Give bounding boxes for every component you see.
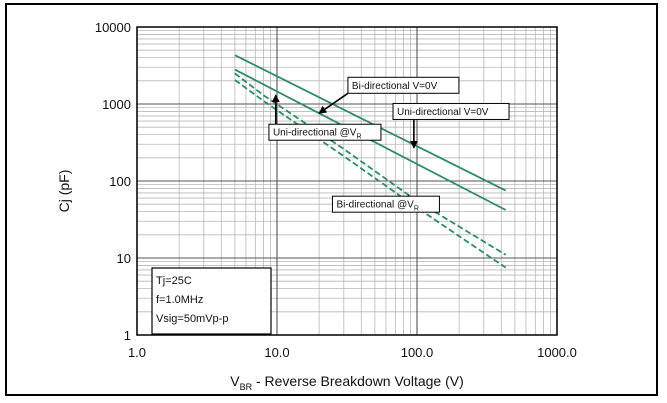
annotation-label-sub: R — [356, 134, 361, 141]
series-line-3 — [234, 72, 507, 256]
annotation-box — [268, 123, 382, 141]
x-axis-label: VBR - Reverse Breakdown Voltage (V) — [230, 373, 464, 392]
conditions-box-frame — [151, 267, 272, 335]
series-line-1 — [234, 54, 507, 192]
y-axis-label: Cj (pF) — [56, 170, 72, 213]
annotation-label: Bi-directional V=0V — [352, 81, 438, 92]
x-axis-label-rest: - Reverse Breakdown Voltage (V) — [252, 373, 464, 389]
y-tick-label: 1000 — [102, 97, 131, 112]
conditions-box: Tj=25C f=1.0MHz Vsig=50mVp-p — [151, 267, 272, 335]
annotation-box — [392, 102, 510, 120]
annotation-label-main: Uni-directional V=0V — [397, 107, 489, 118]
tick-labels: 1.0 10.0 100.0 1000.0 1 10 100 1000 10000 — [95, 20, 577, 360]
capacitance-chart: 1.0 10.0 100.0 1000.0 1 10 100 1000 10000 Bi-dir… — [56, 20, 577, 392]
x-tick-label: 1000.0 — [537, 345, 577, 360]
series-line-4 — [234, 79, 507, 269]
annotation-label-main: Bi-directional @V — [336, 200, 414, 211]
annotation-label-main: Uni-directional @V — [273, 128, 357, 139]
condition-freq: f=1.0MHz — [156, 294, 203, 306]
plot-border — [136, 26, 558, 336]
annotations: Bi-directional V=0V Uni-directional V=0V U… — [268, 76, 510, 213]
condition-vsig: Vsig=50mVp-p — [156, 313, 228, 325]
x-tick-label: 1.0 — [128, 345, 146, 360]
annotation-label-sub: R — [414, 206, 419, 213]
annotation-box — [331, 195, 440, 213]
y-tick-label: 10 — [117, 251, 131, 266]
annotation-box — [347, 76, 460, 94]
x-tick-label: 100.0 — [401, 345, 434, 360]
chart-frame: 1.0 10.0 100.0 1000.0 1 10 100 1000 10000 Bi-dir… — [5, 3, 658, 396]
y-tick-label: 100 — [109, 174, 131, 189]
y-tick-label: 1 — [124, 328, 131, 343]
x-tick-label: 10.0 — [264, 345, 289, 360]
x-axis-label-sub: BR — [240, 382, 253, 392]
annotation-label: Uni-directional V=0V — [397, 107, 489, 118]
annotation-label: Bi-directional @VR — [336, 200, 418, 213]
annotation-arrow — [318, 92, 349, 114]
condition-temp: Tj=25C — [156, 275, 192, 287]
x-axis-label-main: V — [230, 373, 240, 389]
y-tick-label: 10000 — [95, 20, 131, 35]
annotation-label: Uni-directional @VR — [273, 128, 362, 141]
annotation-label-main: Bi-directional V=0V — [352, 81, 438, 92]
